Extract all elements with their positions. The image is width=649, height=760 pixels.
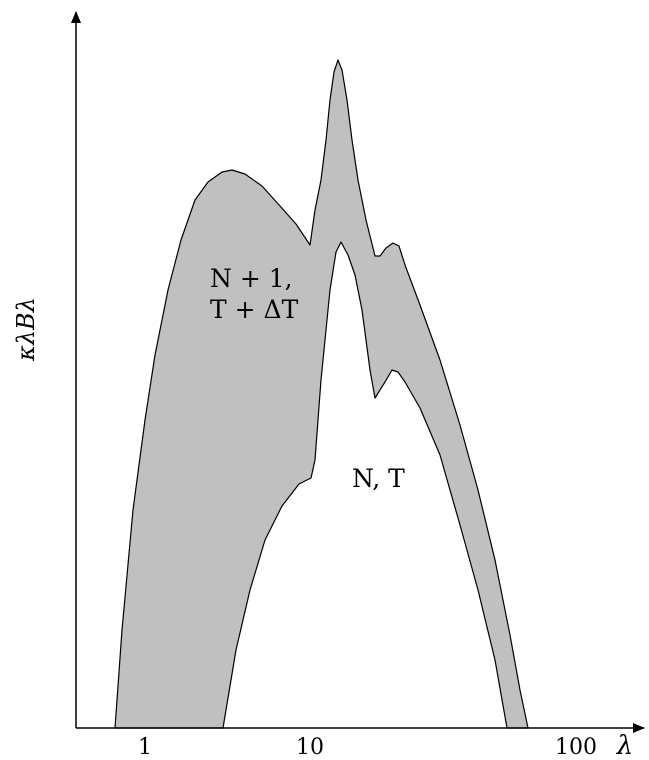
shaded-band — [114, 59, 529, 729]
x-tick-label-1: 1 — [138, 735, 152, 760]
band-label-line2: T + ΔT — [210, 295, 299, 324]
band-label-line1: N + 1, — [210, 264, 293, 293]
x-axis-symbol: λ — [616, 731, 633, 760]
x-tick-label-100: 100 — [555, 735, 597, 760]
curve-label: N, T — [352, 464, 405, 493]
x-tick-label-10: 10 — [296, 735, 324, 760]
y-axis-label: κλBλ — [12, 297, 40, 362]
